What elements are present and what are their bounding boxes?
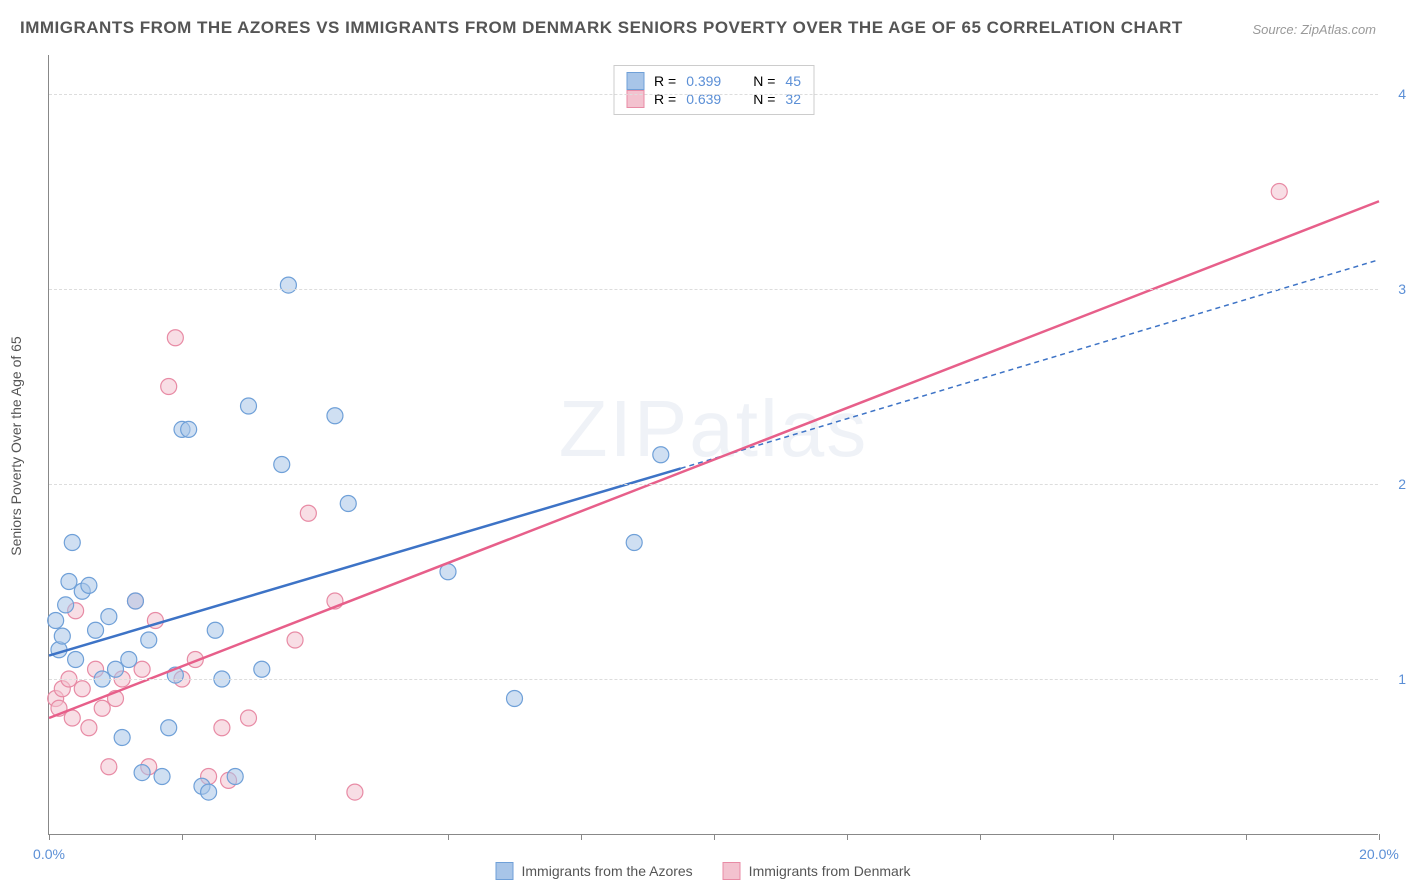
- trendline-azores: [49, 468, 681, 655]
- data-point: [58, 597, 74, 613]
- data-point: [141, 632, 157, 648]
- data-point: [101, 609, 117, 625]
- legend-item-denmark: Immigrants from Denmark: [723, 862, 911, 880]
- x-tick-label: 20.0%: [1359, 846, 1399, 862]
- data-point: [227, 769, 243, 785]
- x-tick: [182, 834, 183, 840]
- data-point: [108, 661, 124, 677]
- series-legend: Immigrants from the Azores Immigrants fr…: [496, 862, 911, 880]
- data-point: [507, 691, 523, 707]
- data-point: [347, 784, 363, 800]
- data-point: [181, 421, 197, 437]
- legend-item-azores: Immigrants from the Azores: [496, 862, 693, 880]
- data-point: [167, 330, 183, 346]
- y-tick-label: 40.0%: [1398, 86, 1406, 102]
- data-point: [74, 681, 90, 697]
- data-point: [300, 505, 316, 521]
- data-point: [101, 759, 117, 775]
- x-tick: [49, 834, 50, 840]
- data-point: [61, 574, 77, 590]
- data-point: [327, 408, 343, 424]
- data-point: [88, 622, 104, 638]
- data-point: [207, 622, 223, 638]
- y-tick-label: 30.0%: [1398, 281, 1406, 297]
- x-tick: [980, 834, 981, 840]
- gridline: [49, 94, 1378, 95]
- data-point: [54, 628, 70, 644]
- data-point: [274, 457, 290, 473]
- data-point: [81, 720, 97, 736]
- gridline: [49, 679, 1378, 680]
- data-point: [340, 496, 356, 512]
- x-tick: [1113, 834, 1114, 840]
- data-point: [94, 700, 110, 716]
- legend-label-azores: Immigrants from the Azores: [522, 863, 693, 879]
- gridline: [49, 484, 1378, 485]
- legend-label-denmark: Immigrants from Denmark: [749, 863, 911, 879]
- y-tick-label: 20.0%: [1398, 476, 1406, 492]
- data-point: [64, 535, 80, 551]
- data-point: [114, 730, 130, 746]
- data-point: [1271, 184, 1287, 200]
- data-point: [241, 398, 257, 414]
- data-point: [626, 535, 642, 551]
- x-tick: [448, 834, 449, 840]
- correlation-chart: IMMIGRANTS FROM THE AZORES VS IMMIGRANTS…: [0, 0, 1406, 892]
- plot-svg: [49, 55, 1378, 834]
- source-attribution: Source: ZipAtlas.com: [1252, 22, 1376, 37]
- data-point: [254, 661, 270, 677]
- trendline-denmark: [49, 201, 1379, 718]
- data-point: [201, 784, 217, 800]
- x-tick: [1246, 834, 1247, 840]
- swatch-denmark-icon: [723, 862, 741, 880]
- data-point: [280, 277, 296, 293]
- data-point: [134, 765, 150, 781]
- data-point: [161, 379, 177, 395]
- gridline: [49, 289, 1378, 290]
- data-point: [48, 613, 64, 629]
- data-point: [154, 769, 170, 785]
- data-point: [127, 593, 143, 609]
- x-tick: [1379, 834, 1380, 840]
- swatch-azores-icon: [496, 862, 514, 880]
- data-point: [653, 447, 669, 463]
- data-point: [134, 661, 150, 677]
- x-tick-label: 0.0%: [33, 846, 65, 862]
- data-point: [81, 577, 97, 593]
- data-point: [68, 652, 84, 668]
- y-axis-label: Seniors Poverty Over the Age of 65: [8, 336, 24, 555]
- x-tick: [315, 834, 316, 840]
- data-point: [214, 720, 230, 736]
- x-tick: [581, 834, 582, 840]
- data-point: [287, 632, 303, 648]
- x-tick: [847, 834, 848, 840]
- data-point: [121, 652, 137, 668]
- y-tick-label: 10.0%: [1398, 671, 1406, 687]
- data-point: [241, 710, 257, 726]
- trendline-azores-ext: [681, 260, 1379, 469]
- x-tick: [714, 834, 715, 840]
- plot-area: ZIPatlas R = 0.399 N = 45 R = 0.639 N = …: [48, 55, 1378, 835]
- chart-title: IMMIGRANTS FROM THE AZORES VS IMMIGRANTS…: [20, 18, 1183, 38]
- data-point: [161, 720, 177, 736]
